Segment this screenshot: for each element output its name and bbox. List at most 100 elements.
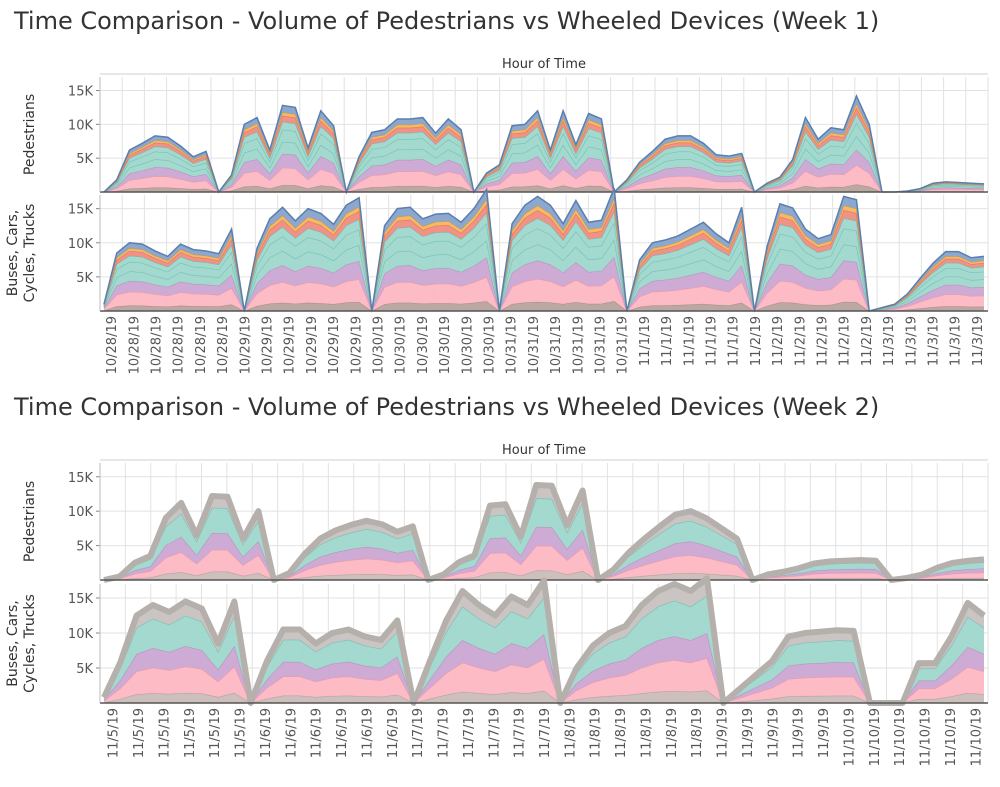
y-tick-label: 5K	[76, 271, 93, 286]
y-tick-label: 10K	[68, 627, 94, 642]
x-tick-label: 11/8/19	[563, 708, 578, 758]
panel-label: Cycles, Trucks	[22, 204, 38, 303]
area-layer	[104, 633, 984, 703]
x-tick-label: 11/8/19	[589, 708, 604, 758]
x-tick-label: 11/10/19	[893, 708, 908, 766]
area-layer	[104, 122, 984, 192]
x-tick-label: 11/7/19	[437, 708, 452, 758]
panel-label: Pedestrians	[22, 481, 38, 562]
panel-label: Pedestrians	[22, 94, 38, 175]
x-tick-label: 11/2/19	[793, 316, 808, 366]
area-layer	[104, 256, 984, 311]
area-layer	[104, 526, 984, 580]
x-tick-label: 10/31/19	[505, 316, 520, 374]
area-layer	[104, 658, 984, 703]
x-tick-label: 11/10/19	[944, 708, 959, 766]
x-tick-label: 10/30/19	[394, 316, 409, 374]
x-tick-label: 11/7/19	[411, 708, 426, 758]
x-tick-label: 11/3/19	[927, 316, 942, 366]
x-tick-label: 10/29/19	[305, 316, 320, 374]
x-tick-label: 11/10/19	[969, 708, 984, 766]
x-tick-label: 11/6/19	[360, 708, 375, 758]
x-tick-label: 10/29/19	[261, 316, 276, 374]
x-tick-label: 11/8/19	[690, 708, 705, 758]
y-tick-label: 10K	[68, 505, 94, 520]
x-tick-label: 11/2/19	[838, 316, 853, 366]
x-tick-label: 10/28/19	[127, 316, 142, 374]
x-tick-label: 11/6/19	[335, 708, 350, 758]
y-tick-label: 10K	[68, 118, 94, 133]
x-tick-label: 11/9/19	[792, 708, 807, 758]
area-layer	[104, 149, 984, 192]
x-tick-label: 11/7/19	[462, 708, 477, 758]
x-tick-label: 10/29/19	[283, 316, 298, 374]
x-tick-label: 11/3/19	[949, 316, 964, 366]
x-tick-label: 10/30/19	[460, 316, 475, 374]
x-tick-label: 11/3/19	[904, 316, 919, 366]
x-tick-label: 11/9/19	[741, 708, 756, 758]
y-tick-label: 15K	[68, 203, 94, 218]
x-tick-label: 11/9/19	[766, 708, 781, 758]
series-outline	[103, 482, 985, 583]
area-layer	[104, 570, 984, 580]
x-tick-label: 11/1/19	[660, 316, 675, 366]
y-tick-label: 5K	[76, 662, 93, 677]
x-tick-label: 11/10/19	[868, 708, 883, 766]
x-tick-label: 11/5/19	[183, 708, 198, 758]
x-tick-label: 10/31/19	[594, 316, 609, 374]
area-layer	[104, 114, 984, 192]
x-tick-label: 11/7/19	[538, 708, 553, 758]
panel-pedestrians: 5K 10K 15K Pedestrians	[22, 463, 989, 583]
y-tick-label: 15K	[68, 85, 94, 100]
x-tick-label: 11/10/19	[919, 708, 934, 766]
x-tick-label: 11/2/19	[749, 316, 764, 366]
series-outline	[103, 93, 985, 195]
area-layer	[104, 595, 984, 703]
area-layer	[104, 95, 984, 192]
x-tick-label: 10/30/19	[438, 316, 453, 374]
x-tick-label: 10/28/19	[216, 316, 231, 374]
y-tick-label: 15K	[68, 592, 94, 607]
area-layer	[104, 198, 984, 311]
x-tick-label: 11/5/19	[208, 708, 223, 758]
x-tick-label: 11/7/19	[513, 708, 528, 758]
x-tick-label: 10/31/19	[571, 316, 586, 374]
x-tick-label: 10/31/19	[549, 316, 564, 374]
panel-vehicles: 5K 10K 15K Buses, Cars, Cycles, Trucks	[5, 575, 989, 706]
x-tick-label: 10/30/19	[483, 316, 498, 374]
x-tick-label: 11/8/19	[639, 708, 654, 758]
area-layer	[104, 239, 984, 311]
x-tick-label: 11/6/19	[284, 708, 299, 758]
y-tick-label: 10K	[68, 237, 94, 252]
column-header: Hour of Time	[502, 57, 586, 72]
x-tick-label: 11/8/19	[614, 708, 629, 758]
x-tick-label: 10/29/19	[349, 316, 364, 374]
area-layer	[104, 202, 984, 311]
x-axis-labels: 10/28/19 10/28/19 10/28/19 10/28/19 10/28/19…	[105, 316, 986, 374]
area-layer	[104, 211, 984, 311]
x-tick-label: 11/9/19	[716, 708, 731, 758]
column-header: Hour of Time	[502, 443, 586, 458]
series-outline	[103, 187, 985, 312]
chart-title-week1: Time Comparison - Volume of Pedestrians …	[14, 7, 880, 35]
x-tick-label: 11/7/19	[487, 708, 502, 758]
panel-label: Buses, Cars,	[5, 600, 21, 686]
area-layer	[104, 188, 984, 311]
x-tick-label: 10/29/19	[238, 316, 253, 374]
chart-week2: Hour of Time 5K 10K 15K Pedestrians 5K 10K 15K B…	[5, 443, 989, 766]
area-layer	[104, 276, 984, 311]
x-tick-label: 11/6/19	[259, 708, 274, 758]
x-tick-label: 11/6/19	[386, 708, 401, 758]
area-layer	[104, 165, 984, 192]
x-tick-label: 11/2/19	[860, 316, 875, 366]
area-layer	[104, 545, 984, 580]
x-tick-label: 11/5/19	[132, 708, 147, 758]
area-layer	[104, 136, 984, 192]
y-tick-label: 5K	[76, 152, 93, 167]
x-tick-label: 11/6/19	[310, 708, 325, 758]
area-layer	[104, 222, 984, 311]
panel-label: Buses, Cars,	[5, 210, 21, 296]
x-axis-labels: 11/5/19 11/5/19 11/5/19 11/5/19 11/5/19 11/5/…	[107, 708, 985, 766]
x-tick-label: 11/2/19	[771, 316, 786, 366]
x-tick-label: 11/5/19	[107, 708, 122, 758]
